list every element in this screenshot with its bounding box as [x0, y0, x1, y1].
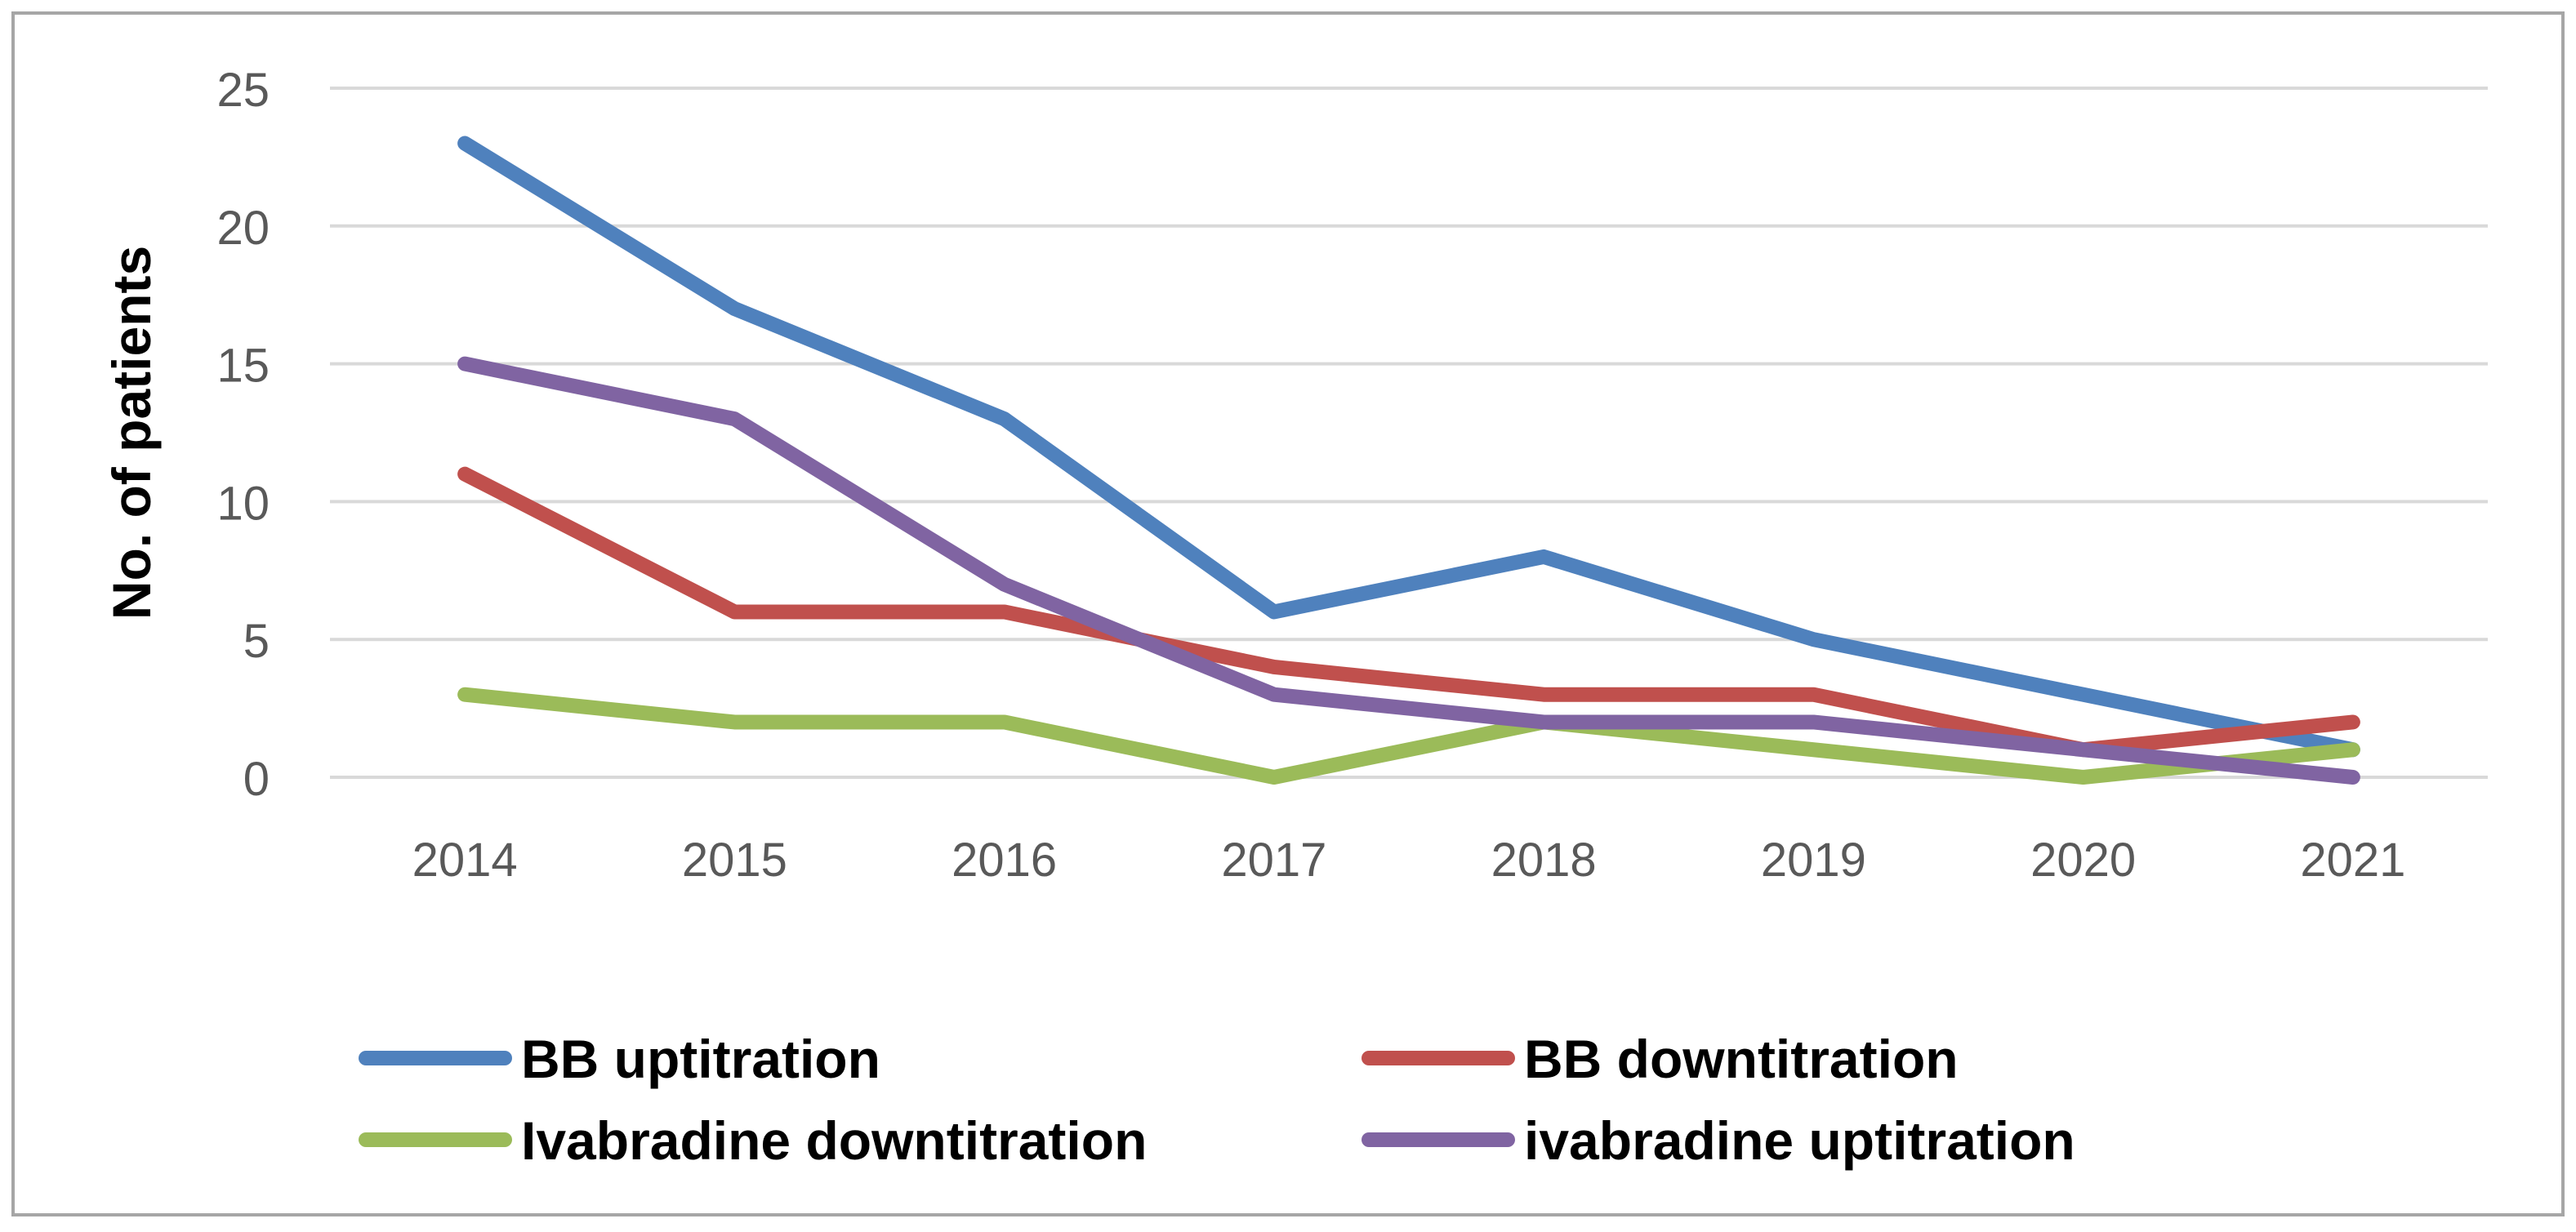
series-line-ivabradine-uptitration [457, 356, 2360, 785]
y-axis-label: No. of patients [101, 246, 162, 620]
legend-item-ivabradine-uptitration: ivabradine uptitration [1362, 1110, 2075, 1171]
x-tick-label-2020: 2020 [2030, 834, 2136, 887]
y-tick-label-0: 0 [243, 753, 270, 806]
x-tick-label-2017: 2017 [1221, 834, 1326, 887]
legend-label-bb-downtitration: BB downtitration [1524, 1029, 1959, 1089]
legend-label-ivabradine-downtitration: Ivabradine downtitration [521, 1110, 1147, 1171]
y-tick-label-10: 10 [216, 477, 270, 530]
y-tick-label-5: 5 [243, 615, 270, 668]
y-tick-label-20: 20 [216, 202, 270, 255]
x-tick-label-2015: 2015 [682, 834, 787, 887]
y-tick-label-15: 15 [216, 340, 270, 393]
y-tick-label-25: 25 [216, 64, 270, 117]
x-tick-label-2021: 2021 [2300, 834, 2405, 887]
series-line-bb-uptitration [457, 136, 2360, 758]
legend-item-bb-downtitration: BB downtitration [1362, 1029, 1959, 1089]
x-axis-ticks: 2014 2015 2016 2017 2018 2019 2020 2021 [412, 834, 2406, 887]
legend: BB uptitration BB downtitration Ivabradine… [359, 1029, 2075, 1171]
series-line-ivabradine-downtitration [457, 687, 2360, 785]
x-tick-label-2014: 2014 [412, 834, 518, 887]
legend-label-bb-uptitration: BB uptitration [521, 1029, 880, 1089]
legend-item-ivabradine-downtitration: Ivabradine downtitration [359, 1110, 1147, 1171]
series-lines [457, 136, 2360, 785]
legend-label-ivabradine-uptitration: ivabradine uptitration [1524, 1110, 2075, 1171]
x-tick-label-2018: 2018 [1491, 834, 1597, 887]
y-axis-ticks: 0 5 10 15 20 25 [216, 64, 270, 806]
x-tick-label-2016: 2016 [952, 834, 1057, 887]
legend-item-bb-uptitration: BB uptitration [359, 1029, 880, 1089]
x-tick-label-2019: 2019 [1761, 834, 1866, 887]
